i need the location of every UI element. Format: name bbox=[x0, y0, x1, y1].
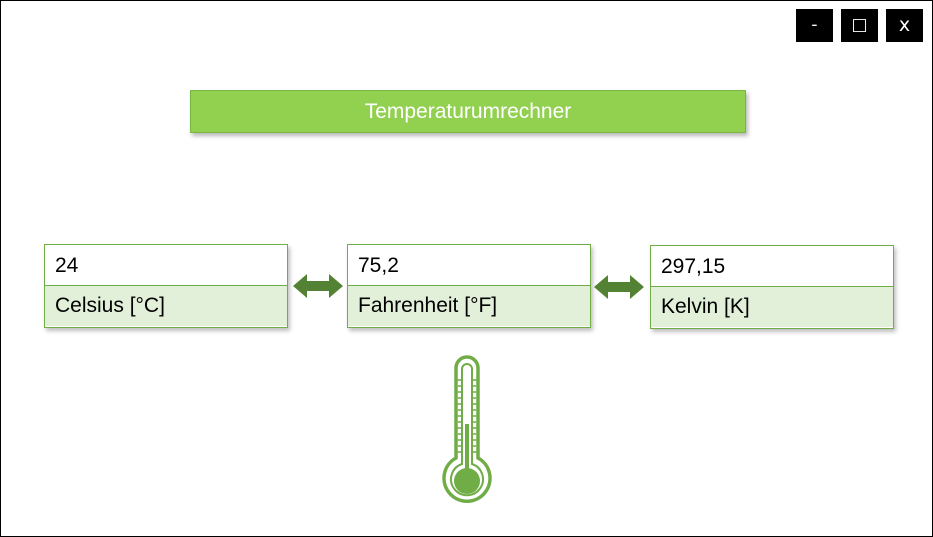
maximize-button[interactable]: □ bbox=[841, 9, 878, 42]
fahrenheit-input[interactable]: 75,2 bbox=[348, 245, 590, 286]
double-arrow-icon bbox=[594, 275, 644, 299]
kelvin-input[interactable]: 297,15 bbox=[651, 246, 893, 287]
app-title: Temperaturumrechner bbox=[190, 90, 746, 133]
close-button[interactable]: x bbox=[886, 9, 923, 42]
celsius-label: Celsius [°C] bbox=[45, 286, 287, 326]
kelvin-box: 297,15 Kelvin [K] bbox=[650, 245, 894, 329]
kelvin-label: Kelvin [K] bbox=[651, 287, 893, 327]
fahrenheit-label: Fahrenheit [°F] bbox=[348, 286, 590, 326]
celsius-box: 24 Celsius [°C] bbox=[44, 244, 288, 328]
minimize-button[interactable]: - bbox=[796, 9, 833, 42]
thermometer-icon bbox=[442, 355, 492, 503]
double-arrow-icon bbox=[293, 274, 343, 298]
celsius-input[interactable]: 24 bbox=[45, 245, 287, 286]
fahrenheit-box: 75,2 Fahrenheit [°F] bbox=[347, 244, 591, 328]
